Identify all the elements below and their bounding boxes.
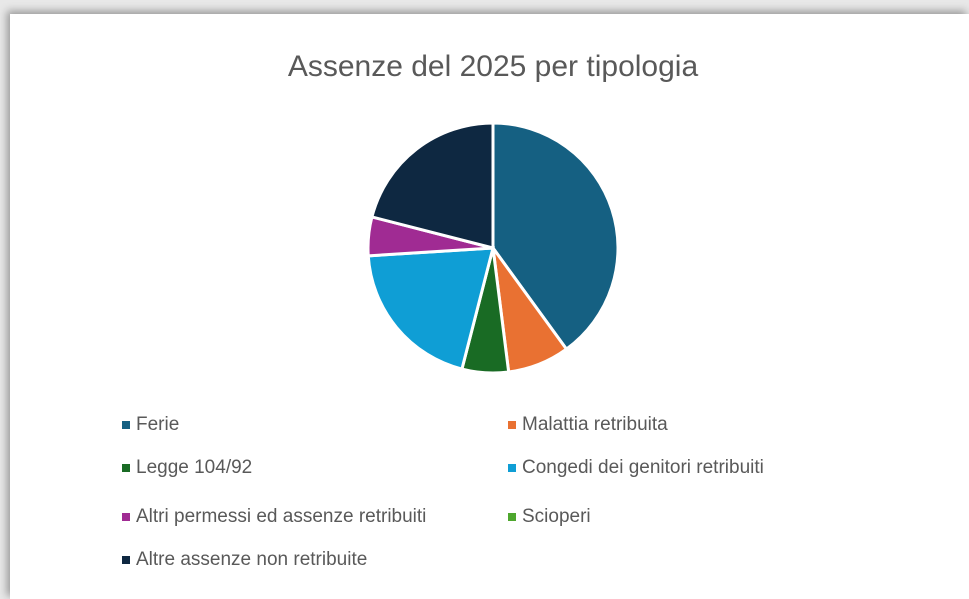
legend-marker: [122, 421, 130, 429]
legend-marker: [508, 464, 516, 472]
legend-label: Altre assenze non retribuite: [136, 549, 367, 570]
legend-label: Malattia retribuita: [522, 414, 668, 435]
legend-marker: [122, 464, 130, 472]
legend-marker: [122, 513, 130, 521]
pie-slice: [491, 121, 620, 352]
legend-label: Legge 104/92: [136, 457, 252, 478]
legend-marker: [508, 513, 516, 521]
legend-marker: [122, 556, 130, 564]
legend-label: Scioperi: [522, 506, 591, 527]
pie-slice: [366, 246, 495, 371]
legend-label: Congedi dei genitori retribuiti: [522, 457, 764, 478]
legend-label: Altri permessi ed assenze retribuiti: [136, 506, 426, 527]
pie-slice: [370, 121, 495, 250]
legend-label: Ferie: [136, 414, 179, 435]
legend-marker: [508, 421, 516, 429]
chart-title: Assenze del 2025 per tipologia: [288, 50, 699, 83]
